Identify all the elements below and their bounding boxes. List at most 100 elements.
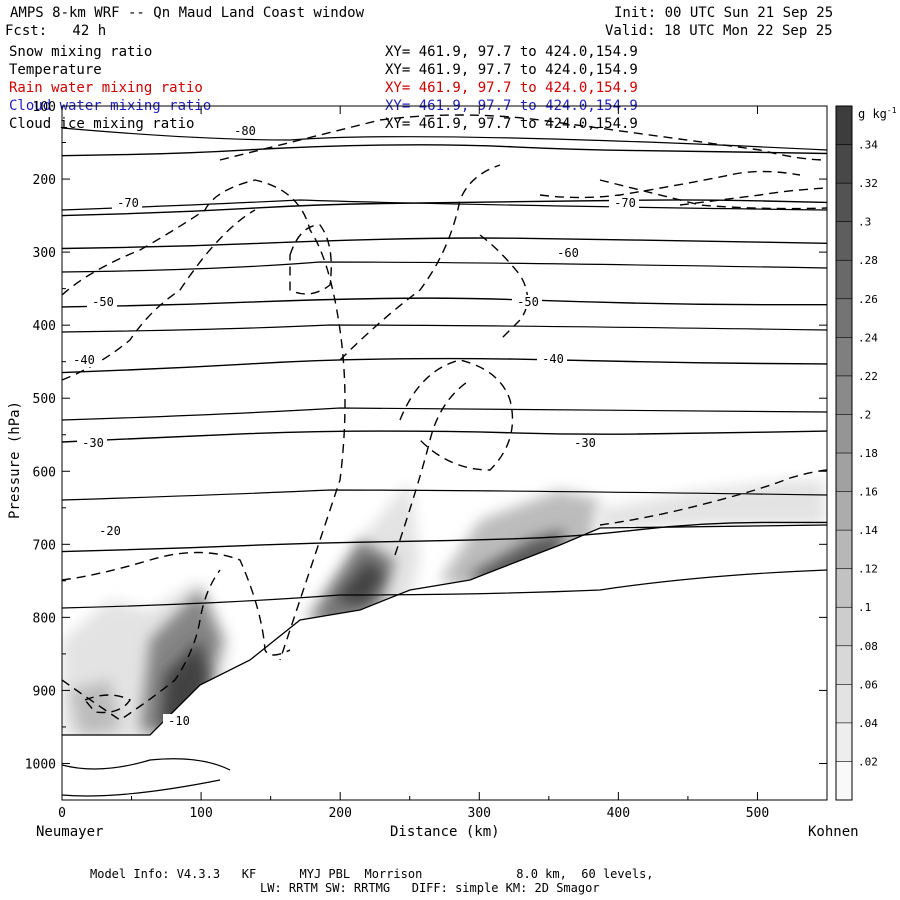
temperature-contour — [62, 779, 221, 797]
y-tick-label: 500 — [33, 392, 56, 407]
cloud-ice-contour — [62, 569, 221, 721]
snow-shade-region — [160, 640, 210, 728]
temperature-contour — [62, 569, 827, 609]
snow-shade-region — [595, 480, 825, 530]
contour-label-bg — [229, 124, 259, 138]
colorbar-tick-label: .3 — [858, 216, 871, 229]
field-xy-range: XY= 461.9, 97.7 to 424.0,154.9 — [385, 116, 638, 132]
colorbar-swatch — [836, 568, 852, 608]
colorbar-tick-label: .34 — [858, 139, 878, 152]
plot-frame — [61, 105, 828, 801]
colorbar-tick-label: .1 — [858, 601, 871, 614]
colorbar-unit: g kg-1 — [858, 106, 897, 121]
temperature-contour — [62, 199, 827, 211]
temperature-contour-label: -30 — [82, 436, 104, 450]
temperature-contour — [62, 407, 827, 421]
colorbar-swatch — [836, 684, 852, 724]
cloud-ice-contour — [539, 170, 801, 199]
y-tick-label: 400 — [33, 319, 56, 334]
colorbar-tick-label: .08 — [858, 640, 878, 653]
x-tick-label: 200 — [328, 806, 351, 821]
temperature-contour-label: -70 — [614, 196, 636, 210]
colorbar-tick-label: .02 — [858, 755, 878, 768]
field-label: Snow mixing ratio — [9, 44, 153, 60]
colorbar-swatch — [836, 453, 852, 493]
y-tick-label: 800 — [33, 611, 56, 626]
contour-label-bg — [77, 436, 107, 450]
cloud-ice-contour — [679, 187, 827, 206]
init-time: Init: 00 UTC Sun 21 Sep 25 — [614, 5, 834, 21]
temperature-contour-label: -30 — [574, 436, 596, 450]
colorbar-swatch — [836, 221, 852, 261]
temperature-contour — [62, 199, 827, 217]
cloud-ice-contour — [479, 234, 529, 341]
colorbar-swatch — [836, 183, 852, 223]
temperature-contour — [62, 127, 827, 151]
contour-label-bg — [68, 353, 98, 367]
contour-label-bg — [569, 436, 599, 450]
forecast-hour: Fcst: 42 h — [5, 23, 107, 39]
endpoint-left-label: Neumayer — [36, 824, 104, 840]
y-tick-label: 200 — [33, 173, 56, 188]
colorbar-tick-label: .2 — [858, 408, 871, 421]
cloud-ice-contour — [83, 694, 132, 714]
colorbar-tick-label: .04 — [858, 717, 878, 730]
y-tick-label: 600 — [33, 465, 56, 480]
model-info: Model Info: V4.3.3 KF MYJ PBL Morrison 8… — [90, 867, 654, 881]
colorbar-tick-label: .24 — [858, 331, 878, 344]
temperature-contour — [62, 357, 827, 374]
temperature-contour — [62, 261, 827, 273]
x-tick-label: 0 — [58, 806, 66, 821]
axes-layer: 100 200 300 400 500 600 700 800 900 1000 0 100 200 30… — [25, 100, 828, 821]
colorbar-swatch — [836, 298, 852, 338]
cloud-ice-contour — [399, 359, 514, 471]
x-tick-label: 300 — [468, 806, 491, 821]
temperature-contour-label: -40 — [73, 353, 95, 367]
contour-label-bg — [87, 295, 117, 309]
temperature-contour — [62, 144, 827, 157]
endpoint-right-label: Kohnen — [808, 824, 859, 840]
colorbar-swatch — [836, 106, 852, 146]
colorbar-tick-label: .14 — [858, 524, 878, 537]
colorbar-tick-label: .32 — [858, 177, 878, 190]
cloud-ice-contour — [599, 469, 827, 526]
colorbar-tick-label: .06 — [858, 678, 878, 691]
x-tick-label: 500 — [746, 806, 769, 821]
temperature-contour — [62, 237, 827, 250]
terrain-mask — [62, 525, 827, 800]
temperature-contour-label: -80 — [234, 124, 256, 138]
temperature-contour-label: -50 — [92, 295, 114, 309]
x-tick-label: 400 — [607, 806, 630, 821]
colorbar-swatch — [836, 722, 852, 762]
temperature-contour — [62, 489, 827, 501]
colorbar-swatch — [836, 144, 852, 184]
y-axis-label: Pressure (hPa) — [7, 401, 23, 520]
colorbar-tick-label: .12 — [858, 563, 878, 576]
cloud-ice-contour — [62, 179, 346, 661]
contour-label-bg — [94, 524, 124, 538]
chart-title: AMPS 8-km WRF -- Qn Maud Land Coast wind… — [10, 5, 365, 21]
temperature-contour-label: -50 — [517, 295, 539, 309]
surface-line — [62, 524, 827, 736]
physics-info: LW: RRTM SW: RRTMG DIFF: simple KM: 2D S… — [260, 881, 600, 895]
contour-label-bg — [112, 196, 142, 210]
temperature-contour — [62, 297, 827, 308]
temperature-contour-label: -40 — [542, 352, 564, 366]
colorbar-swatch — [836, 414, 852, 454]
y-tick-label: 100 — [33, 100, 56, 115]
temperature-contour-label: -10 — [168, 714, 190, 728]
y-tick-label: 300 — [33, 246, 56, 261]
cloud-ice-contour — [62, 551, 291, 656]
x-tick-label: 100 — [189, 806, 212, 821]
colorbar-swatch — [836, 645, 852, 685]
cloud-ice-contour — [339, 164, 501, 361]
colorbar: .02 .04 .06 .08 .1 .12 .14 .16 .18 .2 .22 .24 .26 .28… — [835, 105, 878, 801]
temperature-contour — [62, 521, 827, 553]
temperature-contour — [62, 758, 231, 771]
colorbar-swatch — [836, 491, 852, 531]
y-tick-label: 1000 — [25, 757, 56, 772]
temperature-contour-label: -70 — [117, 196, 139, 210]
y-tick-label: 700 — [33, 538, 56, 553]
temperature-contour — [62, 324, 827, 333]
